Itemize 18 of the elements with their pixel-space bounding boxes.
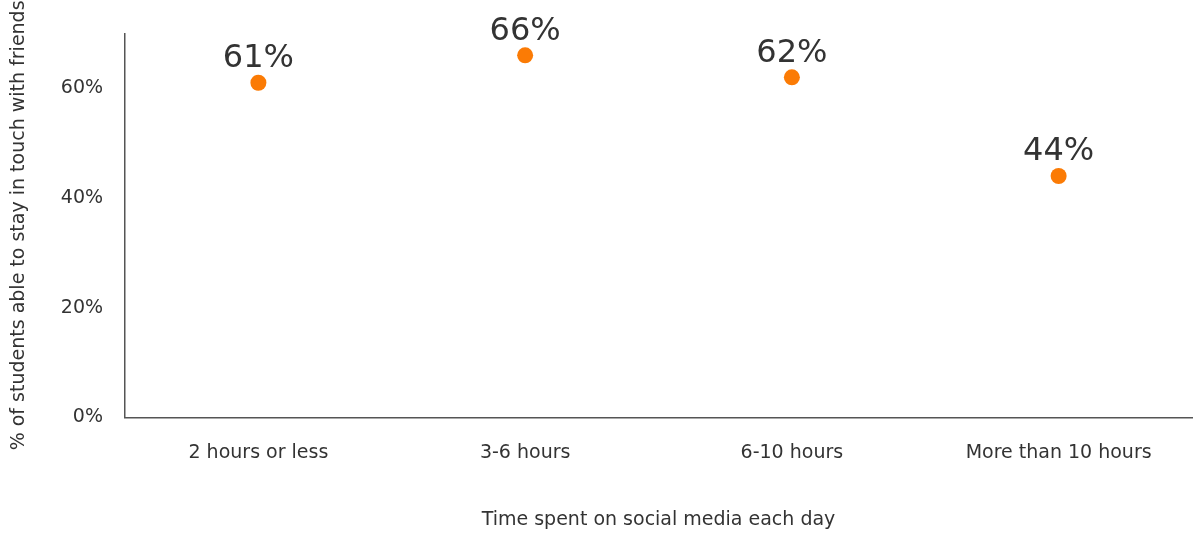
y-tick-label: 60%: [60, 75, 104, 98]
x-tick-label: 3-6 hours: [479, 439, 571, 462]
y-tick-label: 20%: [60, 294, 104, 317]
x-axis-title: Time spent on social media each day: [480, 506, 836, 529]
y-axis-title: % of students able to stay in touch with friends: [6, 0, 29, 451]
data-label: 44%: [1023, 130, 1095, 169]
x-tick-label: 2 hours or less: [188, 439, 329, 462]
data-label: 62%: [756, 31, 828, 70]
point: [517, 47, 534, 64]
y-tick-label: 0%: [72, 404, 104, 427]
x-tick-label: 6-10 hours: [740, 439, 844, 462]
data-label: 66%: [489, 9, 561, 48]
x-tick-label: More than 10 hours: [965, 439, 1152, 462]
point: [1050, 168, 1067, 185]
y-tick-label: 40%: [60, 184, 104, 207]
point: [783, 69, 800, 86]
point: [250, 74, 267, 91]
data-label: 61%: [222, 37, 294, 76]
